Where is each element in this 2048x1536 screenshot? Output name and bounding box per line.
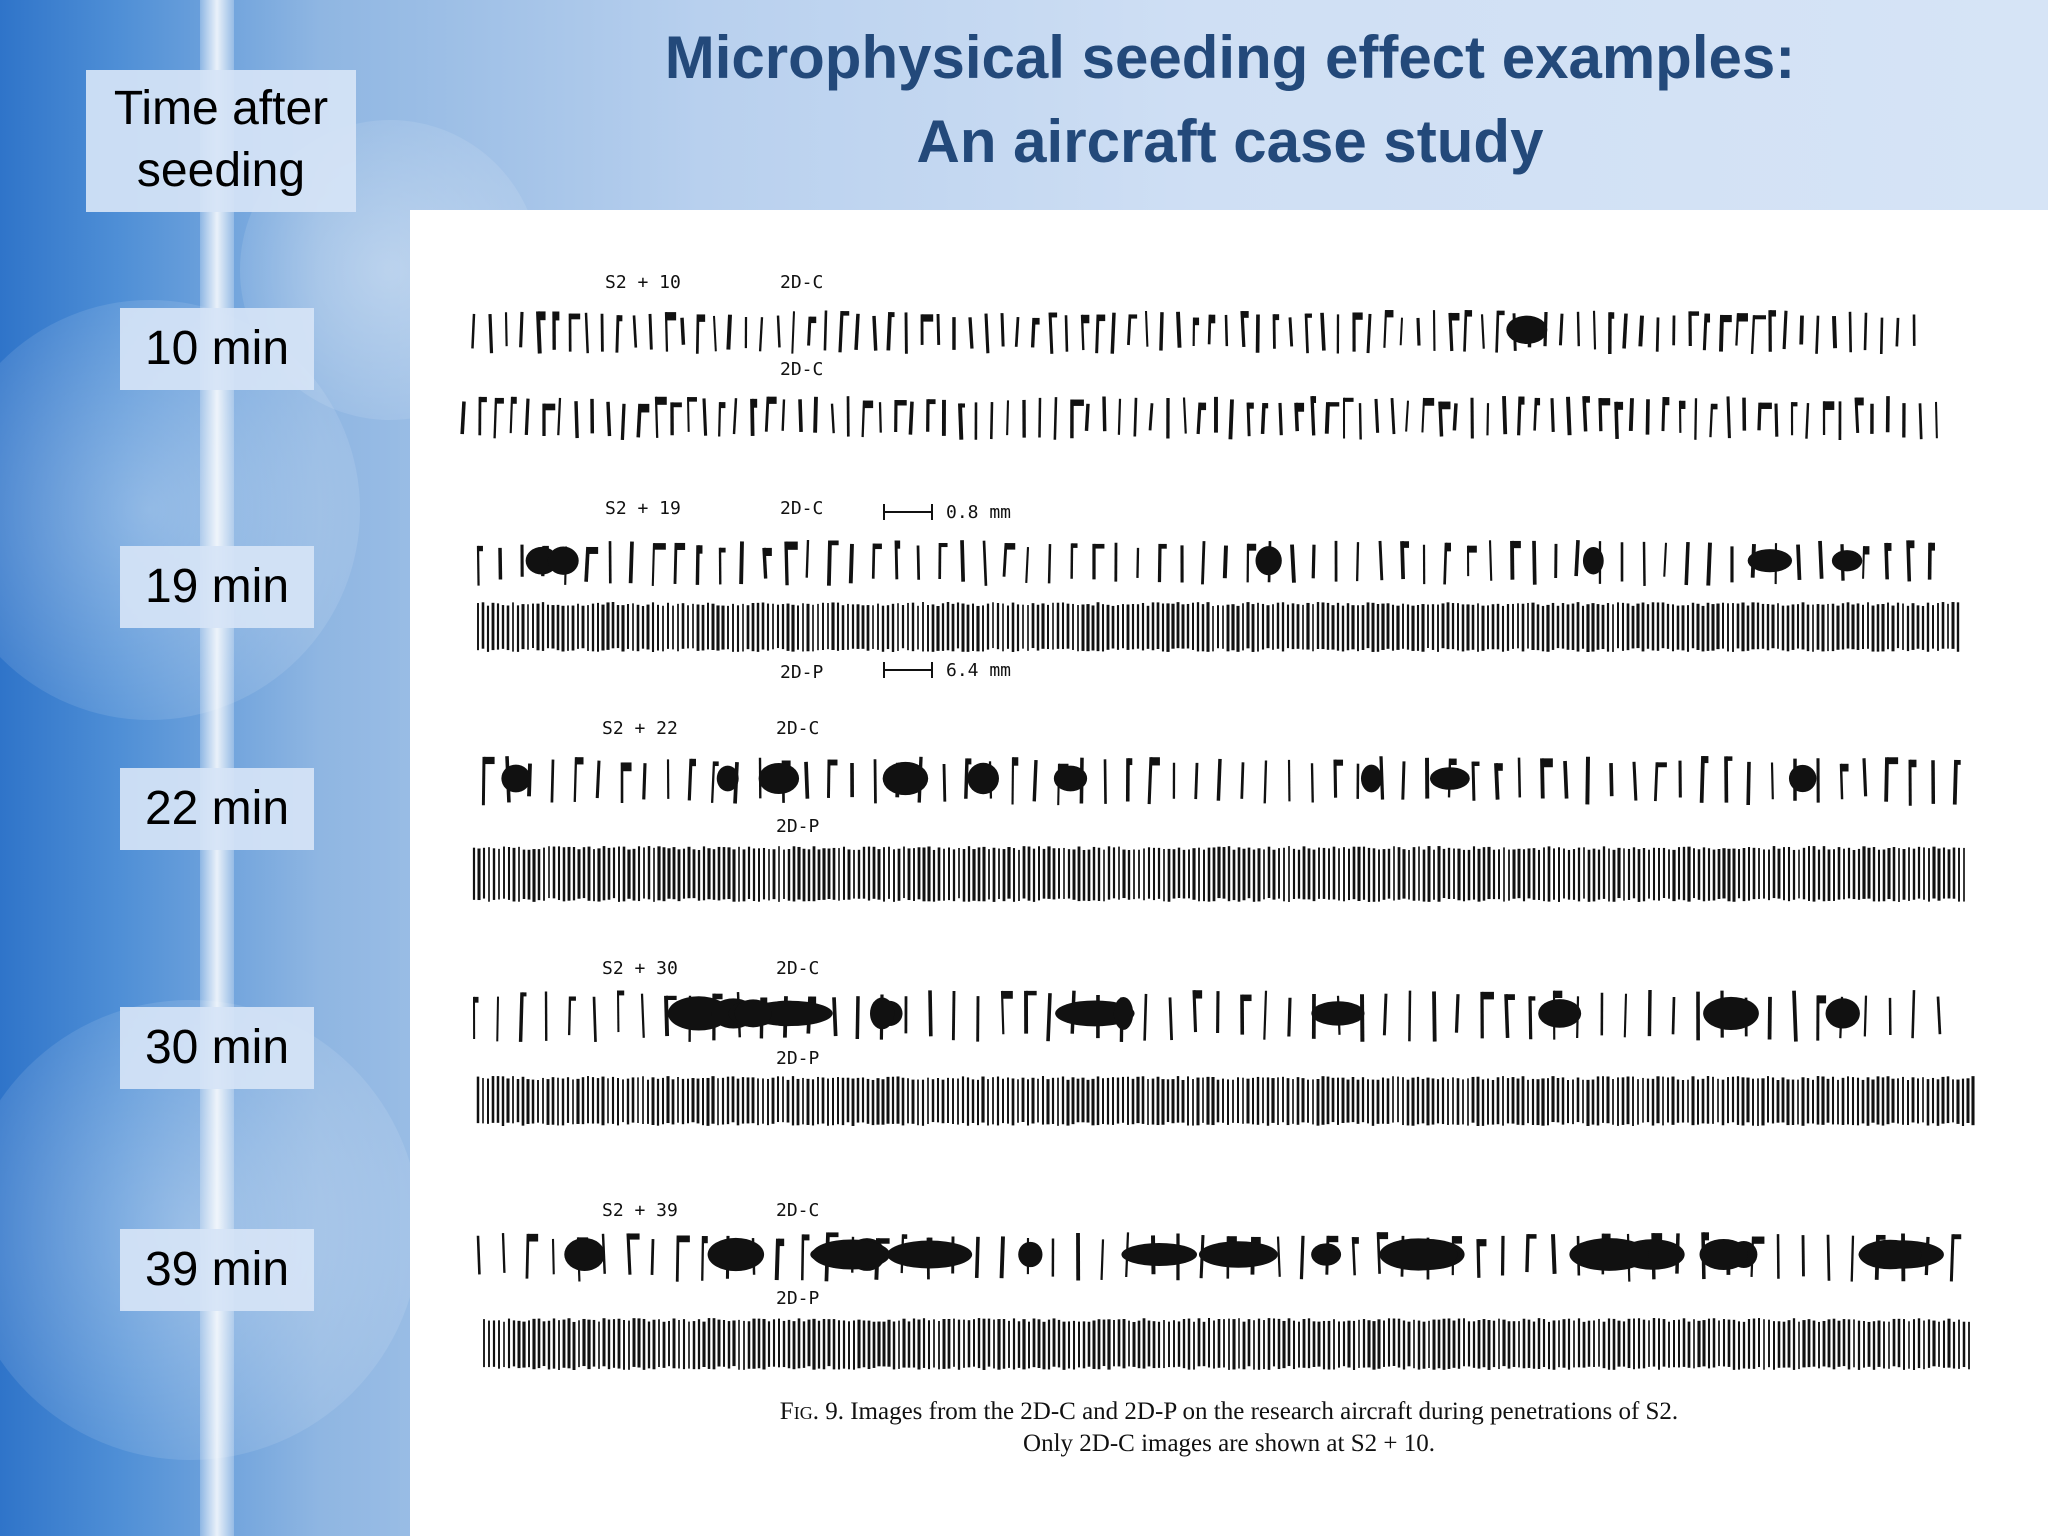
strip-p4b <box>476 1076 1975 1126</box>
time-after-seeding-header: Time after seeding <box>86 70 356 212</box>
strip-p5b <box>483 1318 1970 1370</box>
panel-5-label: S2 + 39 <box>602 1200 678 1221</box>
figure-paper: S2 + 10 2D-C 2D-C S2 + 19 2D-C 0.8 mm 2D… <box>410 210 2048 1536</box>
time-label-30: 30 min <box>120 1007 314 1089</box>
time-label-19: 19 min <box>120 546 314 628</box>
panel-4-top-probe: 2D-C <box>776 958 819 979</box>
caption-fig-label: Fig <box>779 1398 813 1425</box>
scale-label-top: 0.8 mm <box>946 502 1011 523</box>
panel-5-bottom-probe: 2D-P <box>776 1288 820 1309</box>
time-label-10: 10 min <box>120 308 314 390</box>
time-label-39: 39 min <box>120 1229 314 1311</box>
strip-p2b <box>477 602 1960 652</box>
panel-3-label: S2 + 22 <box>602 718 678 739</box>
slide-title: Microphysical seeding effect examples: A… <box>600 16 1860 184</box>
slide-title-line1: Microphysical seeding effect examples: <box>664 24 1796 91</box>
panel-2-label: S2 + 19 <box>605 498 681 519</box>
figure-caption-line2: Only 2D-C images are shown at S2 + 10. <box>1023 1430 1435 1457</box>
panel-2-top-probe: 2D-C <box>780 498 823 519</box>
strip-p1b <box>460 396 1938 441</box>
strip-p1a <box>471 309 1916 355</box>
panel-4-bottom-probe: 2D-P <box>776 1048 820 1069</box>
panel-1-top-probe: 2D-C <box>780 272 823 293</box>
panel-4-label: S2 + 30 <box>602 958 678 979</box>
strip-p3b <box>472 846 1965 902</box>
caption-fig-number: . 9. <box>812 1398 844 1425</box>
scale-bar-bottom <box>883 662 933 678</box>
panel-3-bottom-probe: 2D-P <box>776 816 820 837</box>
strip-p2a <box>476 539 1935 586</box>
panel-2-bottom-probe: 2D-P <box>780 662 824 683</box>
scale-label-bottom: 6.4 mm <box>946 660 1011 681</box>
slide-title-line2: An aircraft case study <box>916 108 1544 175</box>
strip-p4a <box>472 989 1942 1043</box>
figure-caption-line1: Fig. 9. Images from the 2D-C and 2D-P on… <box>410 1396 2048 1428</box>
panel-3-top-probe: 2D-C <box>776 718 819 739</box>
panel-1-label: S2 + 10 <box>605 272 681 293</box>
caption-text-1: Images from the 2D-C and 2D-P on the res… <box>850 1398 1679 1425</box>
scale-bar-top <box>883 504 933 520</box>
header-line2: seeding <box>136 144 306 197</box>
panel-1-bottom-probe: 2D-C <box>780 359 823 380</box>
time-label-22: 22 min <box>120 768 314 850</box>
particle-image-figure: S2 + 10 2D-C 2D-C S2 + 19 2D-C 0.8 mm 2D… <box>460 272 1975 1370</box>
strip-p3a <box>481 756 1961 806</box>
header-line1: Time after <box>113 82 329 135</box>
strip-p5a <box>476 1232 1962 1282</box>
panel-5-top-probe: 2D-C <box>776 1200 819 1221</box>
